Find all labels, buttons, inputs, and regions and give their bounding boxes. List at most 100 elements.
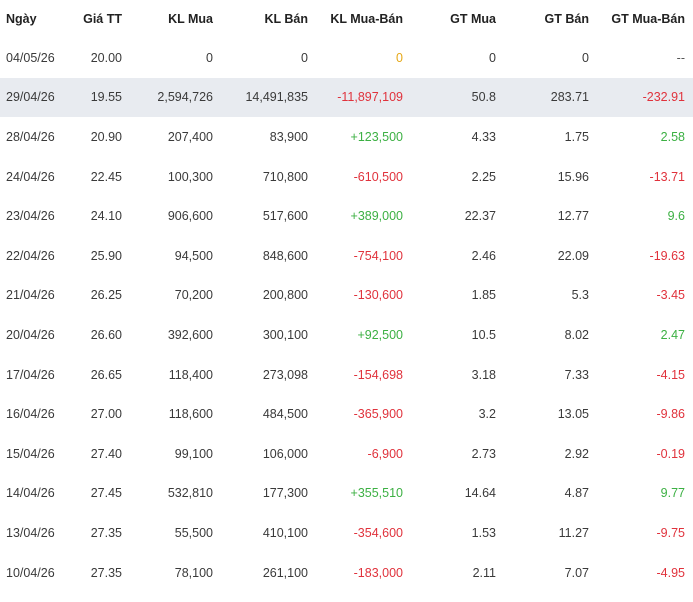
cell-buy-value: 14.64 <box>464 486 496 501</box>
cell-price: 19.55 <box>65 77 122 118</box>
cell-buy-value: 1.53 <box>471 525 496 540</box>
cell-buy-value: 22.37 <box>464 209 496 224</box>
cell-net-value: -- <box>676 50 685 65</box>
header-date[interactable]: Ngày <box>6 12 37 26</box>
cell-sell-value: 5.3 <box>571 288 589 303</box>
cell-price: 27.35 <box>90 525 122 540</box>
table-row[interactable]: 15/04/26 27.40 99,100 106,000 -6,900 2.73 2.92… <box>0 434 693 474</box>
cell-sell-volume: 848,600 <box>262 248 308 263</box>
cell-net-volume: -154,698 <box>353 367 403 382</box>
cell-net-value: -232.91 <box>589 77 693 118</box>
cell-sell-volume: 410,100 <box>262 525 308 540</box>
cell-sell-value: 13.05 <box>557 407 589 422</box>
table-row[interactable]: 17/04/26 26.65 118,400 273,098 -154,698 3.18 7… <box>0 355 693 395</box>
cell-price: 25.90 <box>90 248 122 263</box>
cell-price: 27.45 <box>90 486 122 501</box>
cell-price: 27.00 <box>90 407 122 422</box>
table-row[interactable]: 10/04/26 27.35 78,100 261,100 -183,000 2.11 7.… <box>0 553 693 593</box>
cell-net-volume: +92,500 <box>357 327 403 342</box>
cell-buy-value: 3.18 <box>471 367 496 382</box>
table-row[interactable]: 24/04/26 22.45 100,300 710,800 -610,500 2.25 1… <box>0 157 693 197</box>
cell-sell-value: 1.75 <box>564 129 589 144</box>
cell-sell-value: 0 <box>582 50 589 65</box>
cell-net-volume: -354,600 <box>353 525 403 540</box>
table-row[interactable]: 23/04/26 24.10 906,600 517,600 +389,000 22.37… <box>0 196 693 236</box>
cell-net-value: -4.15 <box>656 367 686 382</box>
cell-price: 20.00 <box>90 50 122 65</box>
cell-net-volume: -610,500 <box>353 169 403 184</box>
cell-net-value: -0.19 <box>656 446 686 461</box>
cell-buy-volume: 2,594,726 <box>122 77 213 118</box>
cell-price: 27.40 <box>90 446 122 461</box>
cell-buy-value: 3.2 <box>478 407 496 422</box>
header-buy-value[interactable]: GT Mua <box>450 12 496 26</box>
table-body: 04/05/26 20.00 0 0 0 0 0 -- 29/04/26 19.55 2,594,7… <box>0 38 693 592</box>
cell-price: 20.90 <box>90 129 122 144</box>
cell-sell-value: 7.33 <box>564 367 589 382</box>
table-row[interactable]: 04/05/26 20.00 0 0 0 0 0 -- <box>0 38 693 78</box>
cell-sell-volume: 261,100 <box>262 565 308 580</box>
cell-buy-value: 50.8 <box>403 77 496 118</box>
cell-sell-value: 15.96 <box>557 169 589 184</box>
cell-buy-value: 2.25 <box>471 169 496 184</box>
header-price[interactable]: Giá TT <box>83 12 122 26</box>
table-row[interactable]: 16/04/26 27.00 118,600 484,500 -365,900 3.2 13… <box>0 394 693 434</box>
cell-buy-volume: 94,500 <box>174 248 213 263</box>
header-sell-volume[interactable]: KL Bán <box>264 12 308 26</box>
cell-net-volume: +355,510 <box>350 486 403 501</box>
cell-buy-volume: 207,400 <box>167 129 213 144</box>
cell-buy-volume: 99,100 <box>174 446 213 461</box>
header-net-volume[interactable]: KL Mua-Bán <box>330 12 403 26</box>
header-buy-volume[interactable]: KL Mua <box>168 12 213 26</box>
cell-date: 16/04/26 <box>6 407 55 422</box>
cell-buy-value: 2.46 <box>471 248 496 263</box>
cell-buy-volume: 78,100 <box>174 565 213 580</box>
cell-sell-value: 7.07 <box>564 565 589 580</box>
cell-sell-volume: 710,800 <box>262 169 308 184</box>
cell-buy-value: 10.5 <box>471 327 496 342</box>
cell-net-value: -4.95 <box>656 565 686 580</box>
cell-sell-volume: 484,500 <box>262 407 308 422</box>
cell-sell-volume: 14,491,835 <box>213 77 308 118</box>
cell-net-volume: +123,500 <box>350 129 403 144</box>
cell-buy-volume: 118,600 <box>168 407 213 422</box>
header-sell-value[interactable]: GT Bán <box>544 12 589 26</box>
cell-net-value: 2.58 <box>660 129 685 144</box>
cell-net-volume: -754,100 <box>353 248 403 263</box>
cell-net-volume: 0 <box>396 50 403 65</box>
cell-buy-value: 1.85 <box>471 288 496 303</box>
cell-sell-value: 283.71 <box>496 77 589 118</box>
cell-sell-volume: 0 <box>301 50 308 65</box>
cell-net-volume: -183,000 <box>353 565 403 580</box>
cell-buy-value: 4.33 <box>471 129 496 144</box>
cell-net-volume: -11,897,109 <box>308 77 403 118</box>
table-row[interactable]: 29/04/26 19.55 2,594,726 14,491,835 -11,897,… <box>0 77 693 118</box>
table-row[interactable]: 14/04/26 27.45 532,810 177,300 +355,510 14.64… <box>0 474 693 514</box>
cell-date: 28/04/26 <box>6 129 55 144</box>
header-row: Ngày Giá TT KL Mua KL Bán KL Mua-Bán GT … <box>0 0 693 38</box>
cell-buy-volume: 906,600 <box>167 209 213 224</box>
cell-net-value: -3.45 <box>656 288 686 303</box>
cell-net-value: 2.47 <box>660 327 685 342</box>
table-row[interactable]: 13/04/26 27.35 55,500 410,100 -354,600 1.53 11… <box>0 513 693 553</box>
cell-net-value: 9.6 <box>667 209 685 224</box>
cell-sell-volume: 177,300 <box>262 486 308 501</box>
cell-date: 20/04/26 <box>6 327 55 342</box>
cell-net-volume: -365,900 <box>353 407 403 422</box>
table-row[interactable]: 28/04/26 20.90 207,400 83,900 +123,500 4.33 1.… <box>0 117 693 157</box>
header-net-value[interactable]: GT Mua-Bán <box>611 12 685 26</box>
cell-buy-value: 0 <box>489 50 496 65</box>
cell-buy-volume: 532,810 <box>167 486 213 501</box>
cell-date: 22/04/26 <box>6 248 55 263</box>
cell-price: 26.25 <box>90 288 122 303</box>
table-row[interactable]: 20/04/26 26.60 392,600 300,100 +92,500 10.5 8.… <box>0 315 693 355</box>
cell-price: 26.60 <box>90 327 122 342</box>
cell-net-value: -9.86 <box>656 407 686 422</box>
cell-buy-value: 2.11 <box>472 565 496 580</box>
cell-date: 29/04/26 <box>0 77 65 118</box>
table-row[interactable]: 22/04/26 25.90 94,500 848,600 -754,100 2.46 22… <box>0 236 693 276</box>
cell-sell-value: 2.92 <box>564 446 589 461</box>
cell-date: 21/04/26 <box>6 288 55 303</box>
table-row[interactable]: 21/04/26 26.25 70,200 200,800 -130,600 1.85 5.… <box>0 276 693 316</box>
